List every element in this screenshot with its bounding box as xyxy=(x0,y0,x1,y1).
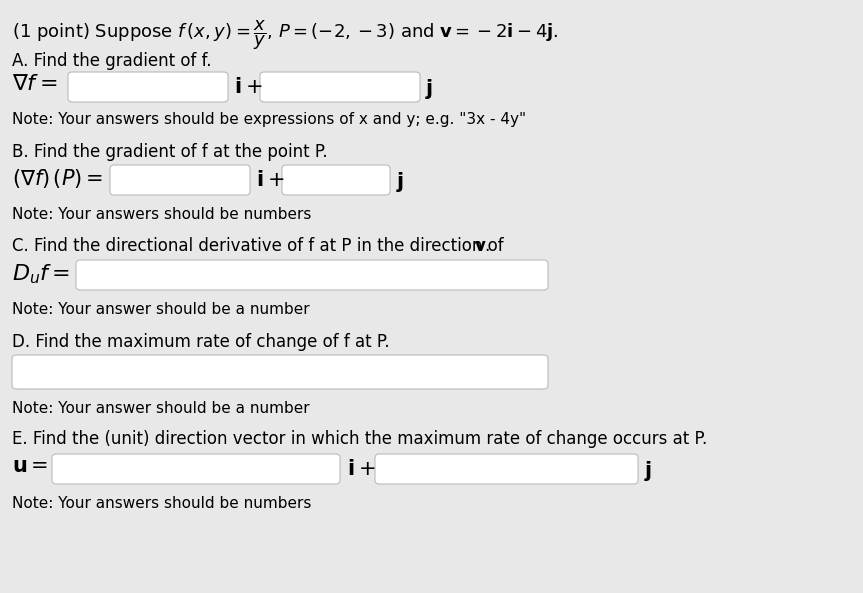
Text: Note: Your answer should be a number: Note: Your answer should be a number xyxy=(12,302,310,317)
FancyBboxPatch shape xyxy=(110,165,250,195)
Text: $\nabla f =$: $\nabla f =$ xyxy=(12,74,57,94)
Text: Note: Your answers should be expressions of x and y; e.g. "3x - 4y": Note: Your answers should be expressions… xyxy=(12,112,526,127)
Text: E. Find the (unit) direction vector in which the maximum rate of change occurs a: E. Find the (unit) direction vector in w… xyxy=(12,430,708,448)
Text: $\mathbf{v}.$: $\mathbf{v}.$ xyxy=(474,237,490,255)
Text: D. Find the maximum rate of change of f at P.: D. Find the maximum rate of change of f … xyxy=(12,333,389,351)
FancyBboxPatch shape xyxy=(52,454,340,484)
Text: $D_u f =$: $D_u f =$ xyxy=(12,262,70,286)
Text: Note: Your answers should be numbers: Note: Your answers should be numbers xyxy=(12,496,312,511)
FancyBboxPatch shape xyxy=(260,72,420,102)
Text: Note: Your answer should be a number: Note: Your answer should be a number xyxy=(12,401,310,416)
Text: $\mathbf{i}+$: $\mathbf{i}+$ xyxy=(256,170,285,190)
Text: $\mathbf{j}$: $\mathbf{j}$ xyxy=(644,459,652,483)
FancyBboxPatch shape xyxy=(68,72,228,102)
FancyBboxPatch shape xyxy=(76,260,548,290)
FancyBboxPatch shape xyxy=(282,165,390,195)
Text: (1 point) Suppose $f\,(x,y) = \dfrac{x}{y}$, $P = (-2, -3)$ and $\mathbf{v} = -2: (1 point) Suppose $f\,(x,y) = \dfrac{x}{… xyxy=(12,18,558,52)
Text: $(\nabla f)\,(P) =$: $(\nabla f)\,(P) =$ xyxy=(12,167,104,190)
Text: $\mathbf{u} =$: $\mathbf{u} =$ xyxy=(12,456,48,476)
Text: $\mathbf{i}+$: $\mathbf{i}+$ xyxy=(234,77,262,97)
Text: C. Find the directional derivative of f at P in the direction of: C. Find the directional derivative of f … xyxy=(12,237,509,255)
Text: Note: Your answers should be numbers: Note: Your answers should be numbers xyxy=(12,207,312,222)
Text: $\mathbf{j}$: $\mathbf{j}$ xyxy=(425,77,433,101)
FancyBboxPatch shape xyxy=(12,355,548,389)
Text: $\mathbf{i}+$: $\mathbf{i}+$ xyxy=(347,459,375,479)
FancyBboxPatch shape xyxy=(375,454,638,484)
Text: $\mathbf{j}$: $\mathbf{j}$ xyxy=(396,170,404,194)
Text: B. Find the gradient of f at the point P.: B. Find the gradient of f at the point P… xyxy=(12,143,328,161)
Text: A. Find the gradient of f.: A. Find the gradient of f. xyxy=(12,52,211,70)
